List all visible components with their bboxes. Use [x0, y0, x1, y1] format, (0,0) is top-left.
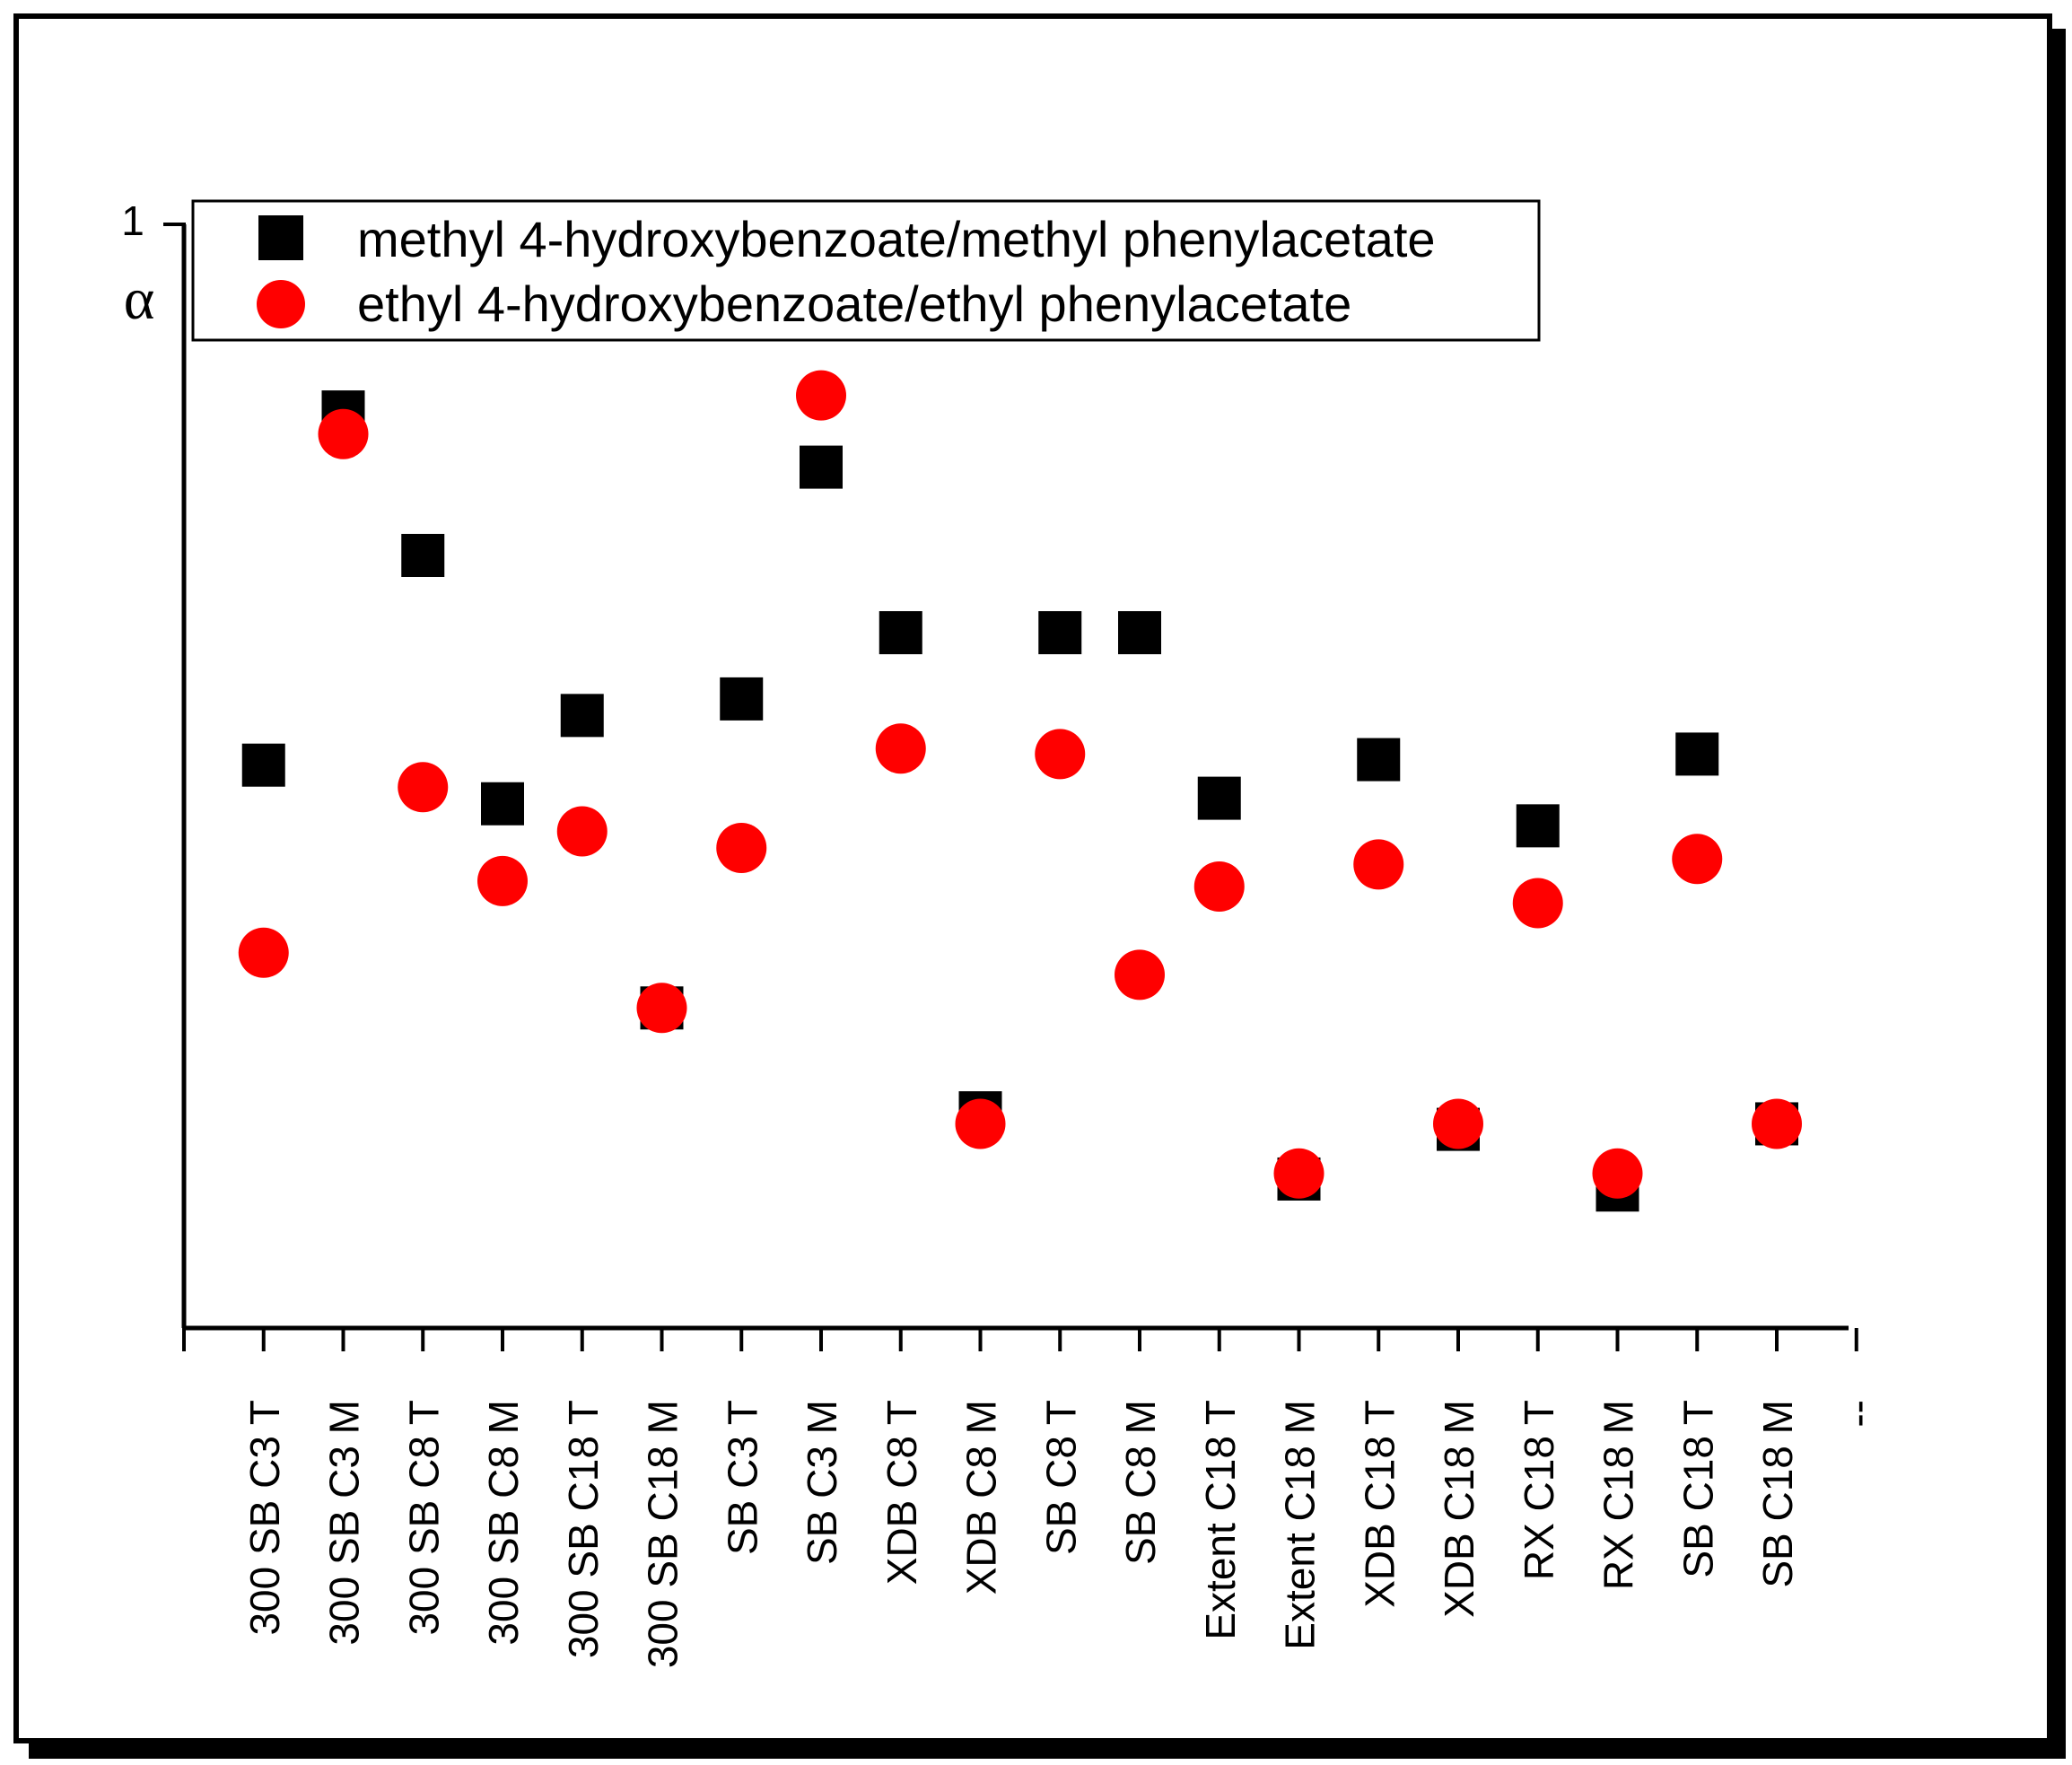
data-point-methyl: [720, 677, 764, 721]
x-tick-label: 300 SB C3 T: [241, 1400, 288, 1636]
x-tick-label: 300 SB C18 M: [640, 1400, 686, 1668]
data-point-ethyl: [556, 806, 608, 857]
x-tick-label: RX C18 T: [1516, 1400, 1562, 1580]
data-point-methyl: [481, 782, 524, 826]
data-point-ethyl: [1592, 1148, 1643, 1199]
data-point-ethyl: [1273, 1148, 1325, 1199]
x-tick-label: XDB C18 T: [1356, 1400, 1403, 1608]
x-tick-label: RX C18 M: [1596, 1400, 1642, 1590]
data-point-ethyl: [636, 983, 687, 1034]
x-tick-label: 300 SB C8 T: [400, 1400, 447, 1636]
data-point-ethyl: [1672, 834, 1723, 885]
data-point-ethyl: [1433, 1098, 1483, 1149]
data-point-methyl: [1118, 611, 1161, 655]
data-point-ethyl: [875, 723, 926, 774]
data-point-ethyl: [955, 1098, 1006, 1149]
y-tick-label: 1: [121, 197, 144, 244]
data-point-ethyl: [1353, 839, 1404, 890]
data-point-ethyl: [398, 762, 449, 813]
data-point-methyl: [401, 534, 445, 577]
data-point-methyl: [800, 445, 843, 489]
x-tick-label: SB C3 M: [799, 1400, 845, 1565]
x-tick-label: Extent C18 M: [1277, 1400, 1324, 1650]
data-point-methyl: [1357, 738, 1401, 782]
x-tick-label: SB C8 T: [1037, 1400, 1084, 1555]
data-point-ethyl: [477, 855, 528, 906]
x-tick-label: SB C18 T: [1674, 1400, 1721, 1578]
x-tick-label: Extent C18 T: [1197, 1400, 1244, 1640]
series-ethyl-markers: [238, 370, 1802, 1199]
x-tick-labels: 300 SB C3 T 300 SB C3 M 300 SB C8 T 300 SB …: [241, 1400, 1881, 1668]
data-point-ethyl: [1115, 949, 1165, 1000]
x-tick-label: XDB C8 M: [958, 1400, 1005, 1595]
data-point-methyl: [1197, 776, 1241, 820]
data-point-ethyl: [1512, 878, 1563, 929]
legend-marker-circle: [257, 280, 305, 328]
data-point-methyl: [879, 611, 922, 655]
x-tick-label: SB C3 T: [719, 1400, 765, 1555]
legend-label-methyl: methyl 4-hydroxybenzoate/methyl phenylac…: [357, 211, 1436, 267]
data-point-ethyl: [716, 822, 767, 873]
legend-box: [191, 199, 1541, 342]
x-tick-label: 300 SB C8 M: [480, 1400, 527, 1646]
data-point-ethyl: [1035, 729, 1086, 780]
legend-label-ethyl: ethyl 4-hydroxybenzoate/ethyl phenylacet…: [357, 275, 1351, 332]
x-tick-label: SB C18 M: [1754, 1400, 1801, 1588]
data-point-methyl: [1516, 804, 1560, 848]
x-tick-label: 300 SB C3 M: [321, 1400, 368, 1646]
legend-marker-square: [258, 215, 303, 260]
x-tick-label: 300 SB C18 T: [560, 1400, 607, 1658]
data-point-ethyl: [238, 927, 289, 978]
data-point-ethyl: [1752, 1098, 1802, 1149]
x-tick-label: XDB C8 T: [879, 1400, 925, 1585]
data-point-ethyl: [318, 408, 369, 459]
x-ticks: [182, 1328, 1858, 1351]
data-point-methyl: [241, 743, 285, 787]
data-point-methyl: [1038, 611, 1082, 655]
data-point-ethyl: [796, 370, 846, 421]
x-tick-label: SB C8 M: [1117, 1400, 1164, 1565]
legend: methyl 4-hydroxybenzoate/methyl phenylac…: [191, 199, 1541, 342]
x-tick-label: --: [1834, 1400, 1881, 1428]
data-point-methyl: [560, 694, 604, 738]
data-point-methyl: [1675, 732, 1719, 776]
data-point-ethyl: [1193, 861, 1245, 912]
x-tick-label: XDB C18 M: [1436, 1400, 1482, 1618]
y-axis-label: α: [124, 266, 155, 332]
